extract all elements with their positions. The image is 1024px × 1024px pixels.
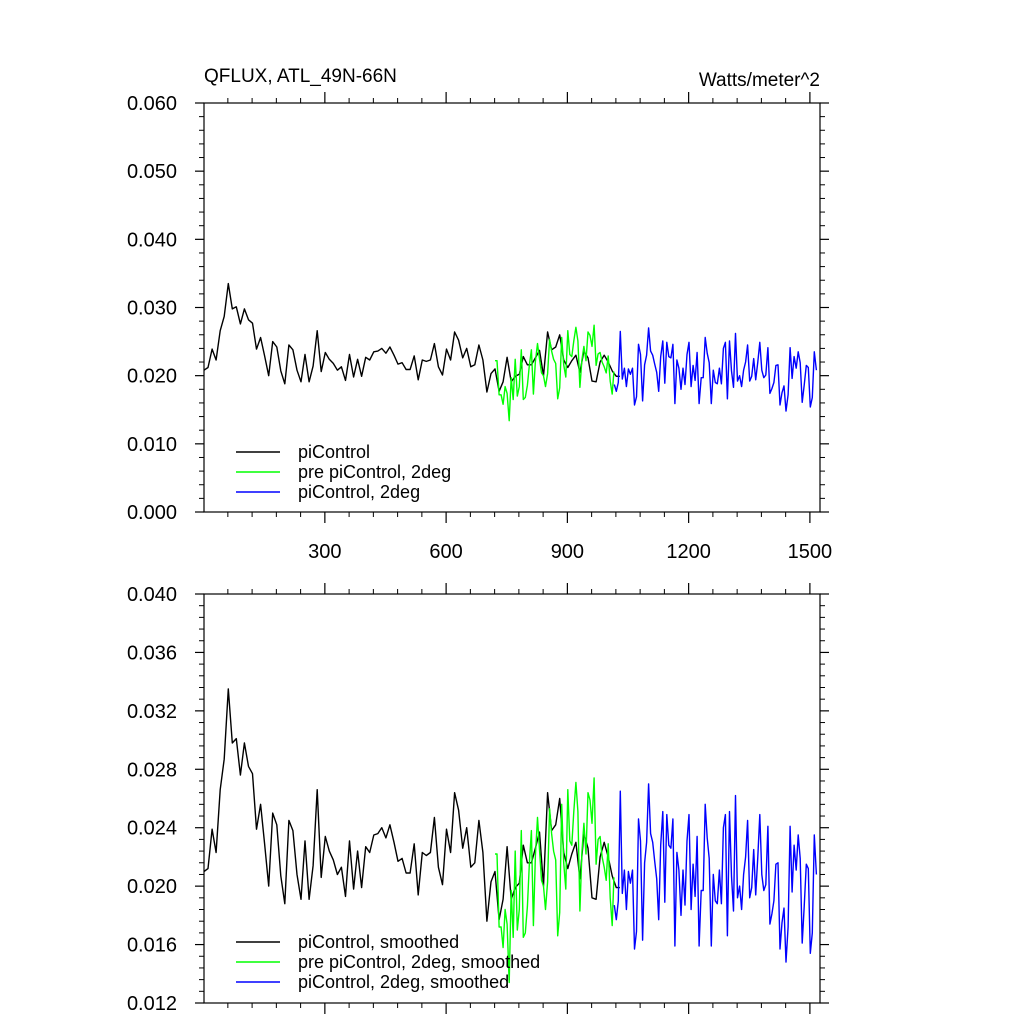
top-panel: QFLUX, ATL_49N-66N Watts/meter^2 0.000 0.… <box>127 66 832 563</box>
series-line-bottom-2 <box>613 783 818 963</box>
series-line-top-0 <box>203 282 620 393</box>
series-line-bottom-1 <box>495 777 615 984</box>
legend-label-bottom-1: pre piControl, 2deg, smoothed <box>298 952 540 972</box>
legend-label-top-1: pre piControl, 2deg <box>298 462 451 482</box>
y-tick-label-bottom: 0.032 <box>127 701 177 723</box>
legend-label-top-0: piControl <box>298 442 370 462</box>
x-tick-label-top: 1500 <box>788 541 833 563</box>
legend-label-top-2: piControl, 2deg <box>298 482 420 502</box>
y-tick-label-top: 0.040 <box>127 229 177 251</box>
y-tick-label-bottom: 0.020 <box>127 876 177 898</box>
y-tick-label-bottom: 0.016 <box>127 935 177 957</box>
y-tick-label-top: 0.060 <box>127 93 177 115</box>
plot-frame-bottom <box>203 593 821 1004</box>
y-tick-label-top: 0.020 <box>127 366 177 388</box>
series-line-bottom-0 <box>203 688 620 922</box>
y-tick-label-bottom: 0.036 <box>127 642 177 664</box>
bottom-panel: 0.012 0.016 0.020 0.024 0.028 0.032 0.036 0.040… <box>127 583 829 1015</box>
units-label: Watts/meter^2 <box>699 70 820 91</box>
y-tick-label-bottom: 0.024 <box>127 818 177 840</box>
y-tick-label-bottom: 0.028 <box>127 759 177 781</box>
y-tick-label-top: 0.000 <box>127 502 177 524</box>
legend-label-bottom-2: piControl, 2deg, smoothed <box>298 972 509 992</box>
x-tick-label-top: 300 <box>308 541 341 563</box>
y-tick-label-bottom: 0.040 <box>127 584 177 606</box>
x-tick-label-top: 600 <box>429 541 462 563</box>
y-tick-label-top: 0.030 <box>127 298 177 320</box>
series-line-top-1 <box>495 324 615 422</box>
series-line-top-2 <box>613 327 818 412</box>
legend-label-bottom-0: piControl, smoothed <box>298 932 459 952</box>
y-tick-label-bottom: 0.012 <box>127 993 177 1015</box>
x-tick-label-top: 1200 <box>666 541 711 563</box>
y-tick-label-top: 0.010 <box>127 434 177 456</box>
x-tick-label-top: 900 <box>551 541 584 563</box>
y-tick-label-top: 0.050 <box>127 161 177 183</box>
chart-title: QFLUX, ATL_49N-66N <box>204 66 397 87</box>
plot-frame-top <box>203 102 821 513</box>
